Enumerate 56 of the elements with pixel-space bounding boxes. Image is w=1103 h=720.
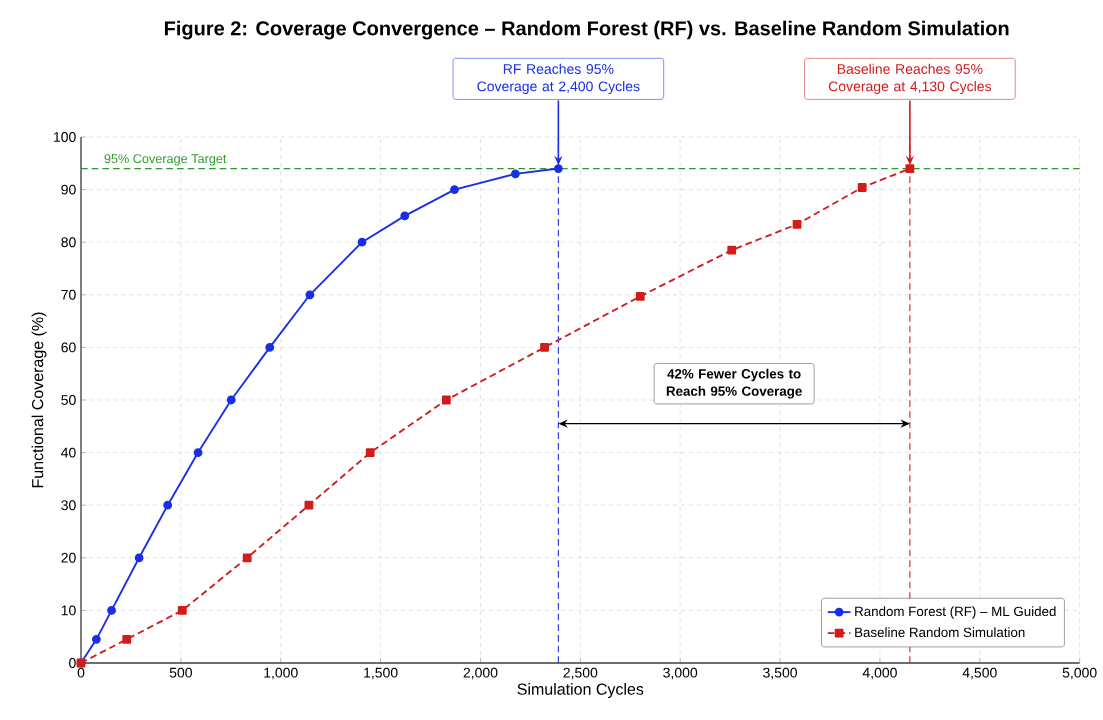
x-tick-label: 3,000 bbox=[663, 667, 698, 680]
ref-line-label: 95% Coverage Target bbox=[104, 154, 227, 166]
point bbox=[163, 500, 173, 510]
point bbox=[511, 169, 520, 179]
legend-label: Baseline Random Simulation bbox=[855, 627, 1025, 638]
y-axis-title: Functional Coverage (%) bbox=[31, 312, 47, 488]
point bbox=[177, 605, 187, 615]
y-tick-label: 10 bbox=[61, 605, 76, 616]
y-tick-label: 60 bbox=[61, 342, 76, 353]
y-tick-label: 40 bbox=[61, 447, 76, 458]
y-tick-label: 50 bbox=[61, 395, 76, 405]
point bbox=[905, 164, 915, 173]
x-tick-label: 2,000 bbox=[463, 667, 498, 680]
point bbox=[540, 342, 549, 352]
annotation: 42% Fewer Cycles to Reach 95% Coverage bbox=[666, 368, 802, 399]
point bbox=[727, 245, 737, 255]
y-tick-label: 20 bbox=[61, 552, 76, 563]
point bbox=[193, 448, 203, 457]
point bbox=[441, 395, 451, 405]
x-tick-label: 1,000 bbox=[264, 667, 298, 680]
x-tick-label: 2,500 bbox=[563, 667, 598, 680]
point bbox=[305, 290, 315, 300]
y-tick-label: 100 bbox=[54, 132, 76, 142]
point bbox=[553, 164, 563, 173]
x-tick-label: 5,000 bbox=[1062, 667, 1097, 680]
point bbox=[400, 211, 410, 221]
point bbox=[792, 219, 802, 229]
x-tick-label: 1,500 bbox=[364, 667, 398, 680]
legend-label: Random Forest (RF) – ML Guided bbox=[855, 606, 1056, 619]
x-tick-label: 4,500 bbox=[962, 667, 997, 680]
point bbox=[91, 634, 101, 644]
x-tick-label: 500 bbox=[169, 667, 192, 678]
point bbox=[107, 605, 116, 615]
point bbox=[635, 291, 645, 301]
point bbox=[134, 553, 144, 563]
x-tick-label: 3,500 bbox=[763, 667, 798, 680]
point bbox=[226, 395, 236, 405]
point bbox=[450, 185, 459, 194]
point bbox=[365, 448, 375, 457]
point bbox=[242, 553, 252, 563]
y-tick-label: 0 bbox=[69, 658, 76, 668]
y-tick-label: 70 bbox=[61, 289, 76, 300]
chart-title: Figure 2: Coverage Convergence – Random Forest (RF) vs. Baseline Random Simulation bbox=[164, 20, 1009, 40]
x-tick-label: 0 bbox=[77, 667, 85, 678]
annotation: RF Reaches 95% Coverage at 2,400 Cycles bbox=[477, 63, 640, 95]
point bbox=[357, 237, 367, 247]
y-tick-label: 80 bbox=[61, 237, 76, 248]
point bbox=[122, 634, 132, 644]
y-tick-label: 30 bbox=[61, 500, 76, 511]
x-tick-label: 4,000 bbox=[862, 667, 897, 680]
y-tick-label: 90 bbox=[61, 184, 76, 195]
point bbox=[265, 342, 275, 352]
point bbox=[304, 500, 314, 510]
annotation: Baseline Reaches 95% Coverage at 4,130 Cycles bbox=[828, 63, 992, 95]
x-axis-title: Simulation Cycles bbox=[517, 683, 644, 698]
point bbox=[857, 183, 867, 192]
